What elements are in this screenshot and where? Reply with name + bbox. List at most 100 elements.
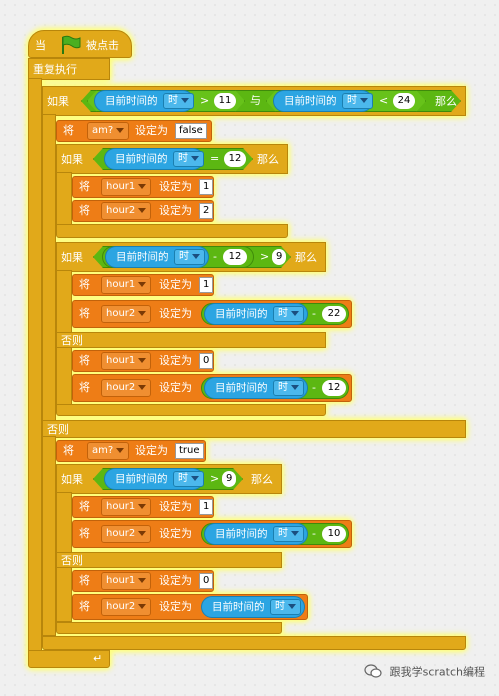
am-variable[interactable]: am? [87,122,130,140]
value-1[interactable]: 1 [199,179,214,195]
set-hour2-block[interactable]: 将 hour2 设定为 目前时间的时 - 22 [72,300,352,328]
if-pm-footer [56,404,326,416]
set-hour1-block[interactable]: 将 hour1 设定为 1 [72,176,214,198]
flag-icon [59,35,81,59]
value-0[interactable]: 0 [199,573,214,589]
eq-operator[interactable]: 目前时间的时 = 12 [93,148,253,170]
value-1[interactable]: 1 [199,277,214,293]
hour2-variable[interactable]: hour2 [101,598,152,616]
hour1-variable[interactable]: hour1 [101,352,152,370]
outer-else-row: 否则 [42,420,466,438]
set-hour2-block[interactable]: 将 hour2 设定为 目前时间的时 - 10 [72,520,352,548]
hour-dropdown[interactable]: 时 [273,526,304,542]
then-label: 那么 [251,473,273,486]
value-false[interactable]: false [175,123,207,139]
value-0[interactable]: 0 [199,353,214,369]
hour-dropdown[interactable]: 时 [173,151,204,167]
dropdown-arrow-icon [191,156,199,161]
set-hour2-block[interactable]: 将 hour2 设定为 目前时间的时 - 12 [72,374,352,402]
set-to-label: 设定为 [159,278,192,291]
and-operator[interactable]: 目前时间的时 > 11 与 目前时间的时 < 24 [81,90,461,112]
set-am-block[interactable]: 将 am? 设定为 true [56,440,206,462]
else-row: 否则 [56,552,282,568]
forever-block[interactable]: 重复执行 [28,58,110,80]
dropdown-arrow-icon [181,98,189,103]
if-noon-block[interactable]: 如果 目前时间的时 = 12 那么 [56,144,288,174]
value-9[interactable]: 9 [222,471,236,487]
outer-else-arm [42,436,56,636]
forever-label: 重复执行 [33,63,77,76]
hour1-variable[interactable]: hour1 [101,498,152,516]
current-time-reporter[interactable]: 目前时间的时 [204,377,308,399]
minus-operator[interactable]: 目前时间的时 - 12 [102,246,254,268]
when-label: 当 [35,39,46,52]
current-time-reporter[interactable]: 目前时间的时 [273,90,373,112]
hour2-variable[interactable]: hour2 [101,525,152,543]
set-hour1-block[interactable]: 将 hour1 设定为 1 [72,496,214,518]
set-to-label: 设定为 [159,527,192,540]
set-hour1-block[interactable]: 将 hour1 设定为 0 [72,350,214,372]
set-am-block[interactable]: 将 am? 设定为 false [56,120,212,142]
current-time-reporter[interactable]: 目前时间的时 [201,596,305,618]
current-time-reporter[interactable]: 目前时间的时 [104,468,204,490]
value-12[interactable]: 12 [224,151,246,167]
outer-if-block[interactable]: 如果 目前时间的时 > 11 与 目前时间的时 < 24 那么 [42,86,466,116]
dropdown-arrow-icon [116,447,125,453]
hour2-variable[interactable]: hour2 [101,379,152,397]
value-10[interactable]: 10 [322,526,346,542]
value-11[interactable]: 11 [214,93,236,109]
dropdown-arrow-icon [138,310,147,316]
minus-operator[interactable]: 目前时间的时 - 10 [201,523,349,545]
hour2-variable[interactable]: hour2 [101,305,152,323]
gt-label: > [210,472,220,485]
current-time-reporter[interactable]: 目前时间的时 [204,303,308,325]
dropdown-arrow-icon [291,530,299,536]
dropdown-arrow-icon [138,603,147,609]
current-time-reporter[interactable]: 目前时间的时 [94,90,194,112]
hour1-variable[interactable]: hour1 [101,178,152,196]
gt-operator[interactable]: 目前时间的时 > 9 [93,468,243,490]
hour-dropdown[interactable]: 时 [273,306,304,322]
set-hour2-block[interactable]: 将 hour2 设定为 目前时间的时 [72,594,308,620]
hour-dropdown[interactable]: 时 [342,93,373,109]
when-flag-clicked-block[interactable]: 当 被点击 [28,30,132,58]
value-2[interactable]: 2 [199,203,214,219]
value-9[interactable]: 9 [272,249,286,265]
current-time-reporter[interactable]: 目前时间的时 [204,523,308,545]
hour-dropdown[interactable]: 时 [270,599,301,615]
set-hour1-block[interactable]: 将 hour1 设定为 1 [72,274,214,296]
else-row: 否则 [56,332,326,348]
gt-operator[interactable]: 目前时间的时 - 12 > 9 [93,246,291,268]
hour-dropdown[interactable]: 时 [273,380,304,396]
value-12[interactable]: 12 [223,249,247,265]
if-pm-block[interactable]: 如果 目前时间的时 - 12 > 9 那么 [56,242,326,272]
hour2-variable[interactable]: hour2 [101,202,152,220]
am-variable[interactable]: am? [87,442,130,460]
current-time-reporter[interactable]: 目前时间的时 [104,148,204,170]
current-time-reporter[interactable]: 目前时间的时 [105,246,209,268]
forever-footer: ↵ [28,650,110,668]
minus-operator[interactable]: 目前时间的时 - 22 [201,303,349,325]
value-true[interactable]: true [175,443,204,459]
value-1[interactable]: 1 [199,499,214,515]
value-22[interactable]: 22 [322,306,346,322]
hour1-variable[interactable]: hour1 [101,276,152,294]
set-to-label: 设定为 [159,500,192,513]
lt-operator[interactable]: 目前时间的时 < 24 [266,90,426,112]
hour-dropdown[interactable]: 时 [174,249,205,265]
and-label: 与 [250,94,261,107]
dropdown-arrow-icon [138,384,147,390]
set-hour1-block[interactable]: 将 hour1 设定为 0 [72,570,214,592]
gt-operator[interactable]: 目前时间的时 > 11 [87,90,245,112]
minus-operator[interactable]: 目前时间的时 - 12 [201,377,349,399]
hour1-variable[interactable]: hour1 [101,572,152,590]
dropdown-arrow-icon [360,98,368,103]
hour-dropdown[interactable]: 时 [163,93,194,109]
hour-dropdown[interactable]: 时 [173,471,204,487]
set-hour2-block[interactable]: 将 hour2 设定为 2 [72,200,214,222]
value-12[interactable]: 12 [322,380,346,396]
set-label: 将 [79,354,90,367]
value-24[interactable]: 24 [393,93,415,109]
if-hour-gt9-block[interactable]: 如果 目前时间的时 > 9 那么 [56,464,282,494]
set-label: 将 [79,278,90,291]
